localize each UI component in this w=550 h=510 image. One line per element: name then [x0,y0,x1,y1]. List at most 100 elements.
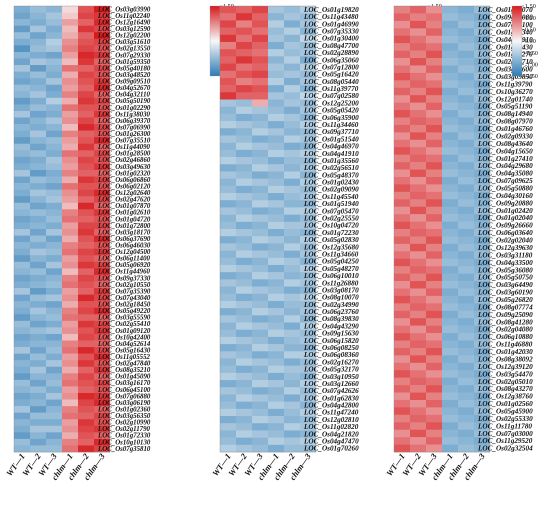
heatmap-cell [14,419,30,427]
heatmap-cell [30,97,46,105]
heatmap-cell [458,13,474,22]
heatmap-cell [252,142,268,151]
colorbar-tick-label: -0.50 [525,50,538,57]
heatmap-cell [252,300,268,309]
heatmap-cell [252,416,268,424]
heatmap-cell [46,78,62,86]
heatmap-cell [426,154,442,163]
heatmap-cell [474,176,490,185]
heatmap-cell [30,340,46,348]
heatmap-cell [474,325,490,334]
heatmap-cell [46,419,62,427]
heatmap-cell [14,6,30,13]
heatmap-cell [252,221,268,230]
heatmap-cell [78,386,94,394]
gene-label: LOC_Os01g02430 [303,179,359,187]
heatmap-cell [62,360,78,368]
heatmap-cell [220,344,236,352]
heatmap-cell [236,221,252,230]
heatmap-cell [30,373,46,381]
heatmap-cell [442,6,458,14]
heatmap-cell [78,255,94,263]
heatmap-cell [220,308,236,316]
heatmap-cell [14,163,30,171]
heatmap-cell [30,196,46,204]
heatmap-cell [30,163,46,171]
heatmap-cell [46,124,62,131]
heatmap-cell [300,149,316,158]
heatmap-cell [252,308,268,316]
heatmap-cell [394,184,410,193]
heatmap-cell [30,366,46,374]
heatmap-cell [300,193,316,201]
heatmap-cell [14,215,30,223]
heatmap-cell [410,214,426,222]
heatmap-cell [300,13,316,21]
gene-label: LOC_Os10g42400 [97,334,151,341]
heatmap-cell [14,235,30,243]
heatmap-cell [236,344,252,352]
heatmap-cell [442,221,458,230]
heatmap-cell [300,77,316,86]
heatmap-cell [300,113,316,122]
heatmap-cell [410,273,426,282]
heatmap-cell [94,169,110,177]
heatmap-cell [394,385,410,393]
heatmap-cell [46,45,62,53]
colorbar-tick-label: -1.00 [525,62,538,69]
heatmap-cell [458,199,474,207]
heatmap-cell [442,407,458,416]
heatmap-cell [284,27,300,36]
heatmap-cell [394,102,410,111]
heatmap-cell [62,19,78,26]
gene-label: LOC_Os01g02290 [97,105,151,112]
heatmap-cell [62,301,78,309]
gene-label: LOC_Os11g45540 [303,193,359,201]
heatmap-cell [442,266,458,274]
heatmap-cell [252,437,268,446]
heatmap-cell [458,80,474,89]
heatmap-cell [252,286,268,295]
gene-label: LOC_Os05g48370 [303,171,359,179]
heatmap-cell [442,377,458,386]
heatmap-cell [94,432,110,440]
heatmap-cell [62,274,78,282]
heatmap-cell [458,43,474,51]
heatmap-cell [394,20,410,29]
gene-label: LOC_Os01g51540 [303,135,359,143]
heatmap-cell [426,102,442,111]
heatmap-cell [236,41,252,50]
heatmap-cell [62,333,78,341]
heatmap-cell [394,370,410,378]
heatmap-cell [426,58,442,66]
heatmap-cell [94,288,110,295]
heatmap-cell [394,414,410,423]
heatmap-cell [252,149,268,158]
heatmap-cell [300,300,316,309]
heatmap-cell [30,38,46,46]
gene-label: LOC_Os01g57340 [477,28,533,36]
heatmap-cell [46,215,62,223]
heatmap-cell [252,164,268,172]
heatmap-cell [78,58,94,66]
heatmap-cell [300,329,316,338]
heatmap-cell [458,35,474,44]
heatmap-cell [410,303,426,312]
heatmap-cell [220,92,236,100]
heatmap-cell [78,150,94,158]
heatmap-cell [236,85,252,93]
heatmap-cell [220,401,236,410]
heatmap-cell [46,196,62,204]
heatmap-cell [284,214,300,223]
heatmap-cell [252,106,268,115]
heatmap-cell [30,19,46,26]
heatmap-cell [300,322,316,331]
heatmap-cell [94,104,110,112]
heatmap-cell [458,310,474,319]
heatmap-cell [394,162,410,170]
gene-label: LOC_Os06g45100 [97,387,151,394]
heatmap-cell [410,13,426,22]
heatmap-cell [442,28,458,37]
heatmap-cell [284,358,300,366]
heatmap-cell [78,242,94,249]
